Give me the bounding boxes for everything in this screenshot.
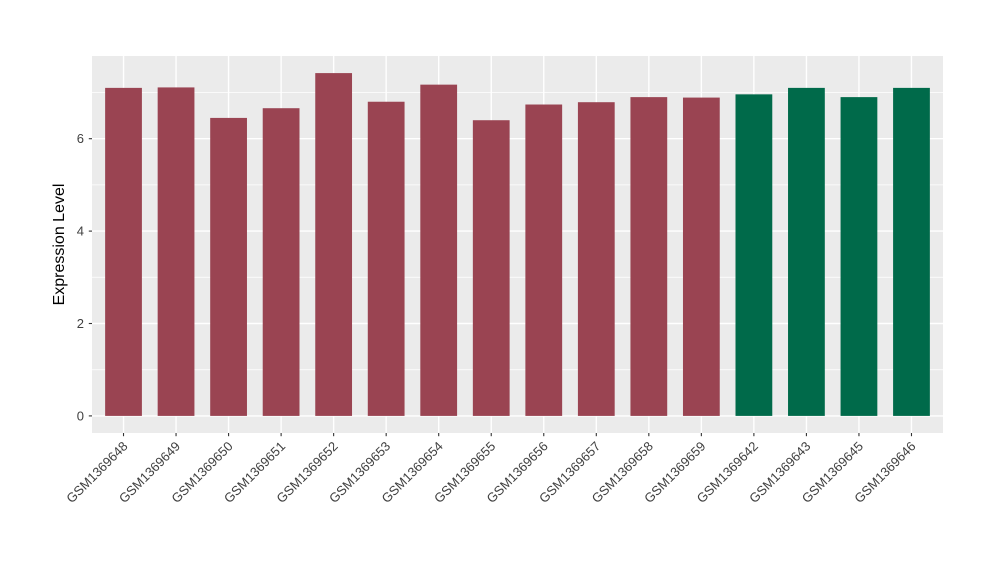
- axis-ticks: [88, 138, 913, 437]
- bar-GSM1369656: [525, 104, 563, 416]
- bar-GSM1369658: [630, 97, 668, 416]
- bar-GSM1369646: [893, 87, 930, 416]
- bar-GSM1369655: [472, 120, 510, 416]
- bar-GSM1369651: [262, 108, 300, 416]
- y-tick-label: 2: [77, 316, 84, 331]
- bar-GSM1369650: [210, 117, 247, 416]
- bar-GSM1369648: [105, 87, 142, 416]
- bar-GSM1369643: [788, 87, 825, 416]
- bar-GSM1369649: [157, 87, 195, 416]
- y-tick-label: 6: [77, 131, 84, 146]
- bar-GSM1369659: [682, 97, 720, 416]
- y-tick-label: 0: [77, 408, 84, 423]
- y-tick-label: 4: [77, 224, 84, 239]
- y-axis-title: Expression Level: [51, 184, 68, 306]
- y-tick-labels: 0 2 4 6: [77, 131, 84, 423]
- bar-GSM1369652: [315, 73, 353, 416]
- bar-GSM1369654: [420, 84, 458, 416]
- x-tick-labels: GSM1369648GSM1369649GSM1369650GSM1369651…: [63, 439, 918, 506]
- bars: [105, 73, 930, 416]
- bar-GSM1369645: [840, 97, 878, 416]
- bar-GSM1369642: [735, 94, 773, 416]
- bar-GSM1369653: [367, 101, 405, 416]
- bar-GSM1369657: [577, 102, 615, 416]
